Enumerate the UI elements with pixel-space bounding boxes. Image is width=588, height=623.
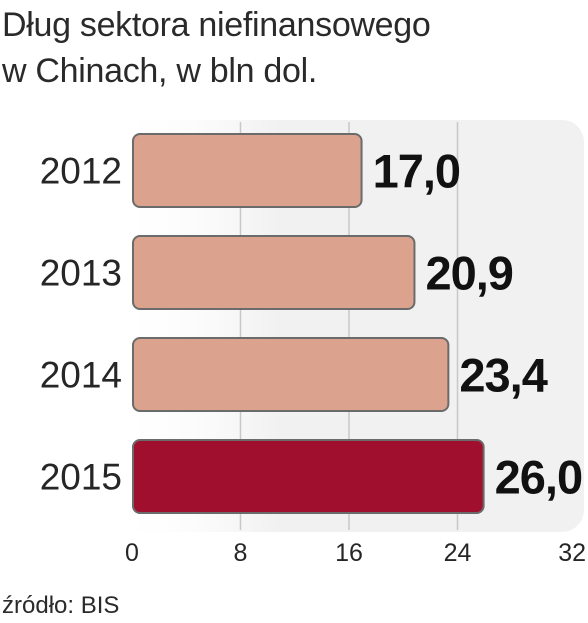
value-label: 20,9 [425, 247, 512, 300]
value-label: 23,4 [459, 349, 547, 402]
chart-title-line-1: Dług sektora niefinansowego [2, 6, 431, 44]
bar [132, 439, 485, 514]
category-labels: 2012 2013 2014 2015 [40, 151, 122, 498]
x-tick-label: 0 [125, 539, 139, 567]
x-tick-label: 24 [444, 539, 472, 567]
value-labels: 17,0 20,9 23,4 26,0 [373, 145, 584, 504]
plot-background [112, 120, 584, 532]
bar [132, 235, 416, 310]
category-label: 2012 [40, 151, 122, 192]
category-label: 2015 [40, 457, 122, 498]
category-label: 2014 [40, 355, 122, 396]
chart-title-line-2: w Chinach, w bln dol. [2, 52, 317, 90]
bars [132, 133, 485, 514]
bar [132, 337, 450, 412]
value-label: 26,0 [495, 451, 582, 504]
x-tick-label: 16 [335, 539, 363, 567]
x-axis-ticks: 0 8 16 24 32 [125, 539, 586, 567]
chart-title: Dług sektora niefinansowego w Chinach, w… [2, 2, 582, 94]
bar [132, 133, 363, 208]
category-label: 2013 [40, 253, 122, 294]
source-note: źródło: BIS [2, 592, 120, 619]
x-tick-label: 32 [558, 539, 586, 567]
value-label: 17,0 [373, 145, 460, 198]
x-tick-label: 8 [234, 539, 248, 567]
